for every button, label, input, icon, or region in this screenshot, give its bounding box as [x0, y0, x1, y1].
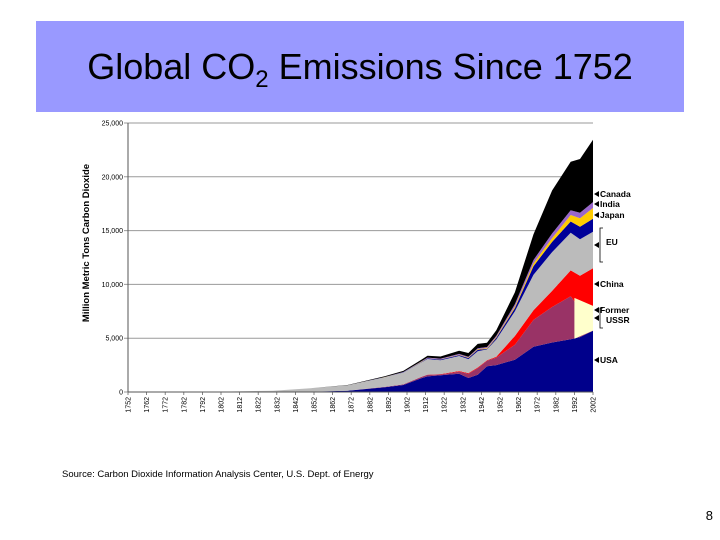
x-tick-label: 2002 — [591, 397, 598, 413]
series-label: USA — [600, 355, 618, 365]
x-tick-label: 1942 — [479, 397, 486, 413]
arrow-icon — [594, 212, 599, 218]
series-label-ussr: USSR — [594, 307, 630, 329]
label-bracket — [599, 227, 603, 263]
series-label-canada: Canada — [594, 189, 631, 199]
x-tick-label: 1902 — [405, 397, 412, 413]
x-tick-label: 1762 — [144, 397, 151, 413]
title-rest: Emissions Since 1752 — [268, 46, 633, 87]
title-subscript: 2 — [255, 66, 269, 93]
x-tick-label: 1882 — [367, 397, 374, 413]
y-tick-label: 15,000 — [102, 228, 124, 235]
x-tick-label: 1952 — [498, 397, 505, 413]
x-tick-label: 1812 — [237, 397, 244, 413]
area-former-ussr-post-1991 — [574, 297, 593, 339]
x-tick-label: 1972 — [535, 397, 542, 413]
y-tick-label: 25,000 — [102, 121, 124, 128]
series-label: China — [600, 279, 624, 289]
x-tick-label: 1932 — [460, 397, 467, 413]
y-tick-label: 10,000 — [102, 282, 124, 289]
x-tick-label: 1852 — [312, 397, 319, 413]
page-number: 8 — [705, 508, 713, 523]
series-label-usa: USA — [594, 355, 618, 365]
title-band: Global CO2 Emissions Since 1752 — [36, 21, 684, 112]
x-tick-label: 1892 — [386, 397, 393, 413]
x-tick-label: 1842 — [293, 397, 300, 413]
x-tick-label: 1962 — [516, 397, 523, 413]
arrow-icon — [594, 315, 599, 321]
slide-title: Global CO2 Emissions Since 1752 — [36, 47, 684, 100]
x-tick-label: 1872 — [349, 397, 356, 413]
x-tick-label: 1772 — [163, 397, 170, 413]
series-label-eu: EU — [594, 227, 618, 263]
arrow-icon — [594, 281, 599, 287]
x-tick-label: 1832 — [274, 397, 281, 413]
series-label: India — [600, 199, 620, 209]
y-tick-label: 0 — [119, 390, 123, 397]
series-label: Japan — [600, 210, 625, 220]
title-main: Global CO — [87, 46, 256, 87]
series-label-china: China — [594, 279, 624, 289]
series-label: Former — [600, 305, 630, 315]
x-tick-label: 1752 — [126, 397, 133, 413]
x-tick-label: 1992 — [572, 397, 579, 413]
series-label: Canada — [600, 189, 631, 199]
x-tick-label: 1792 — [200, 397, 207, 413]
series-label-former: Former — [594, 305, 630, 315]
series-label: USSR — [606, 315, 630, 325]
x-tick-label: 1912 — [423, 397, 430, 413]
x-tick-label: 1822 — [256, 397, 263, 413]
series-label-india: India — [594, 199, 620, 209]
y-tick-label: 5,000 — [105, 336, 123, 343]
arrow-icon — [594, 201, 599, 207]
x-tick-label: 1802 — [219, 397, 226, 413]
arrow-icon — [594, 191, 599, 197]
y-axis-label: Million Metric Tons Carbon Dioxide — [81, 164, 92, 322]
series-label-japan: Japan — [594, 210, 625, 220]
x-tick-label: 1782 — [181, 397, 188, 413]
series-label: EU — [606, 237, 618, 247]
x-tick-label: 1922 — [442, 397, 449, 413]
y-tick-label: 20,000 — [102, 174, 124, 181]
area-usa — [128, 330, 593, 392]
source-note: Source: Carbon Dioxide Information Analy… — [62, 469, 374, 480]
x-tick-label: 1862 — [330, 397, 337, 413]
label-bracket — [599, 307, 603, 329]
arrow-icon — [594, 307, 599, 313]
arrow-icon — [594, 242, 599, 248]
arrow-icon — [594, 357, 599, 363]
x-tick-label: 1982 — [553, 397, 560, 413]
